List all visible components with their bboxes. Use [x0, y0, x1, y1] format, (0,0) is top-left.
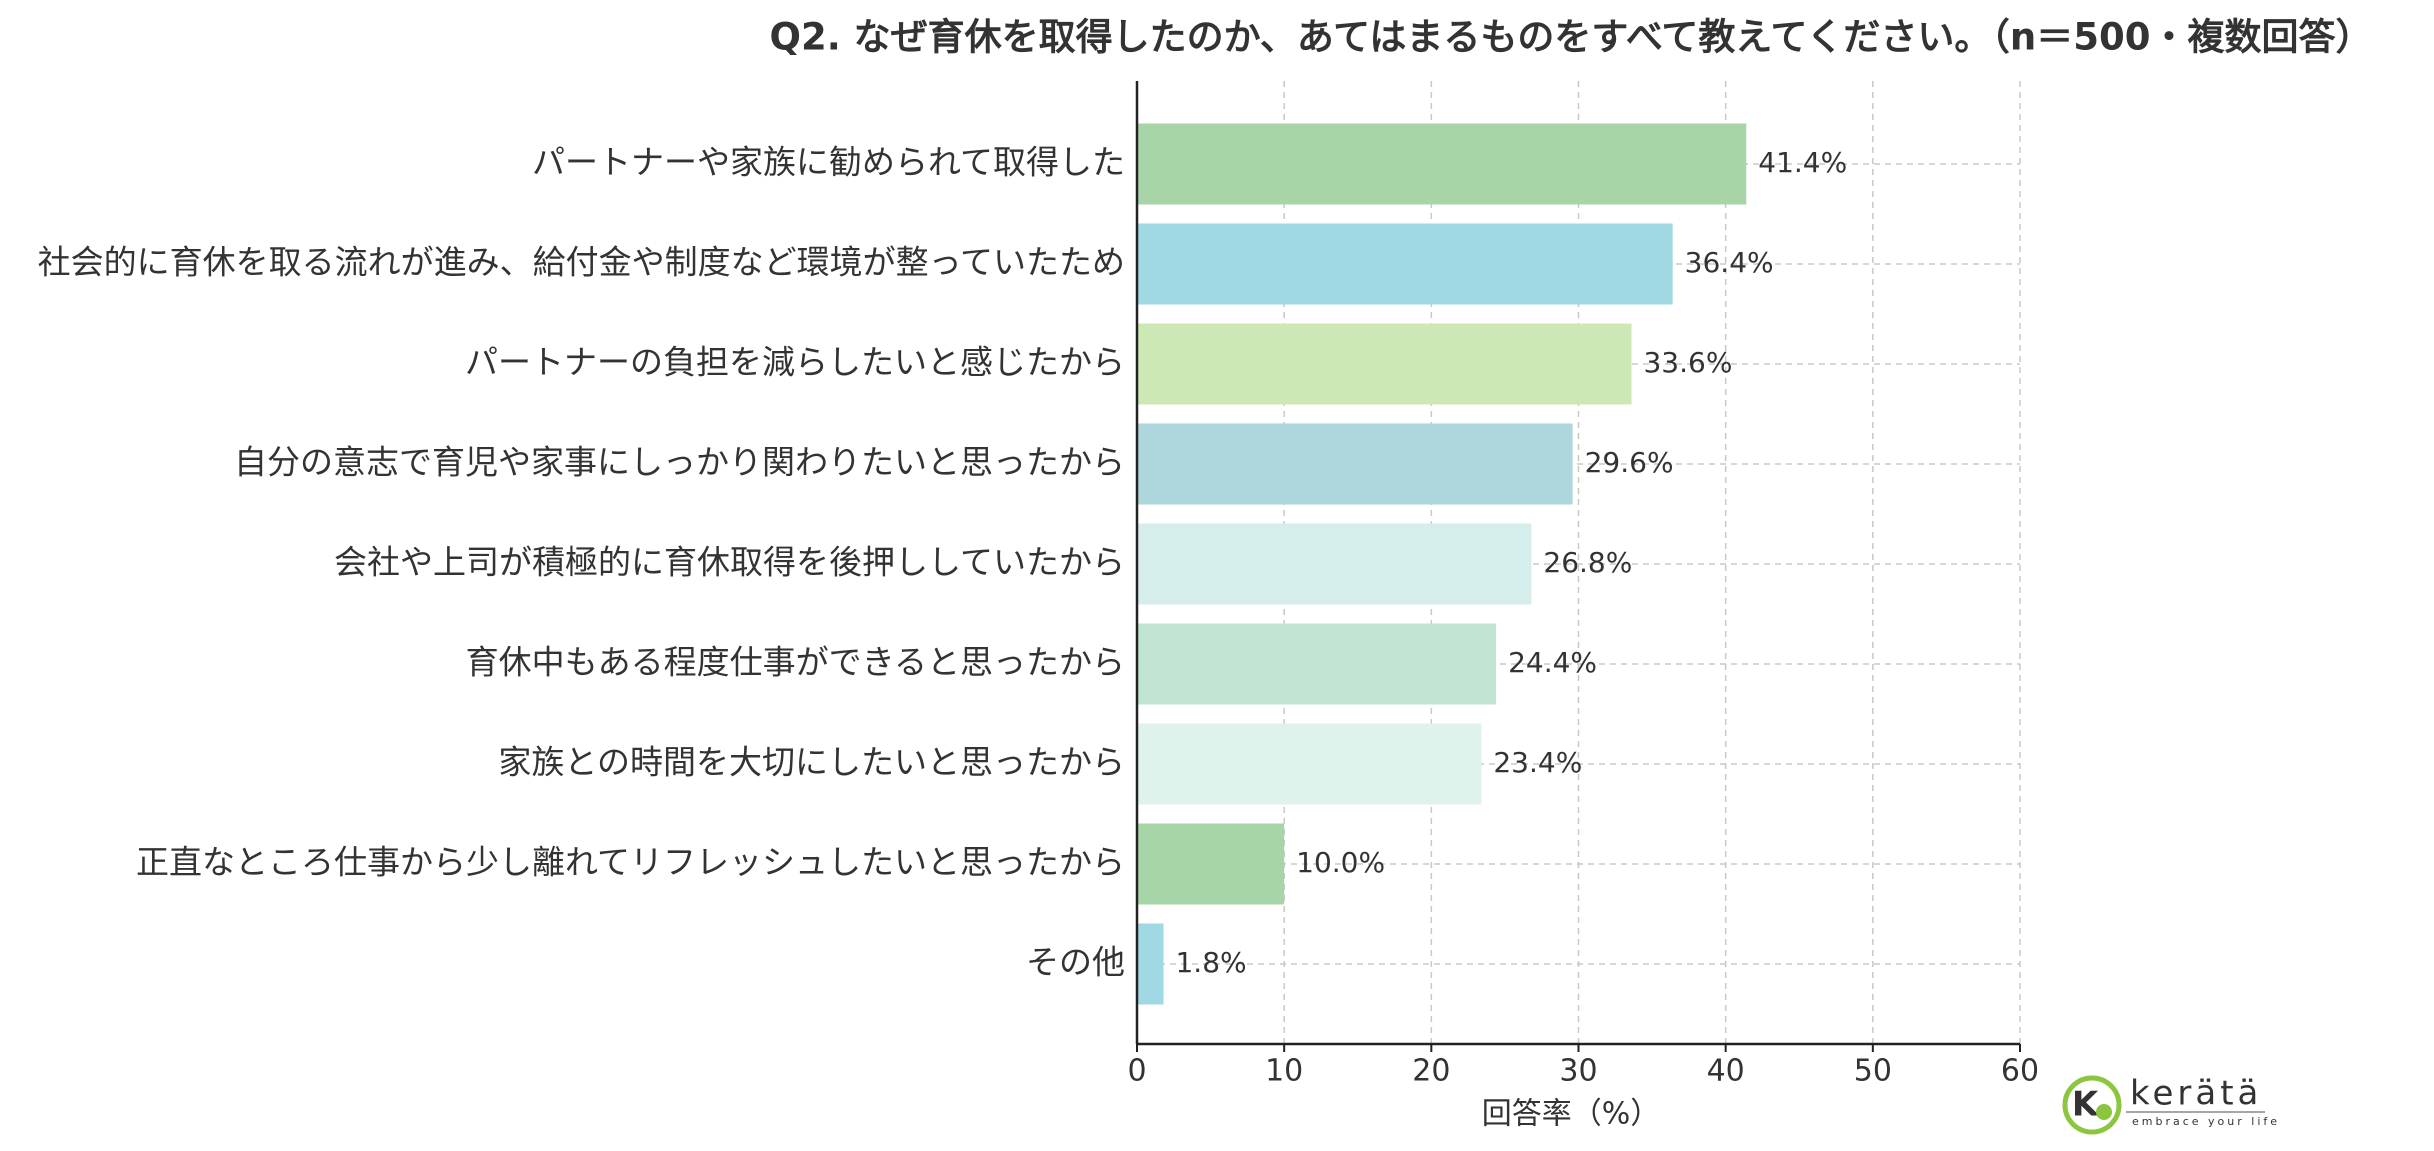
logo-k: K — [2072, 1085, 2100, 1125]
y-tick-label: 正直なところ仕事から少し離れてリフレッシュしたいと思ったから — [136, 843, 1125, 882]
y-tick-label: パートナーの負担を減らしたいと感じたから — [465, 343, 1125, 382]
chart-title: Q2. なぜ育休を取得したのか、あてはまるものをすべて教えてください。（n＝50… — [770, 16, 2373, 59]
value-label: 36.4% — [1685, 246, 1774, 279]
x-tick-label: 10 — [1265, 1054, 1303, 1089]
logo-icon — [2062, 1075, 2122, 1135]
value-label: 10.0% — [1296, 846, 1385, 879]
y-tick-label: パートナーや家族に勧められて取得した — [532, 143, 1125, 182]
value-label: 33.6% — [1643, 346, 1732, 379]
value-label: 24.4% — [1508, 646, 1597, 679]
bar — [1137, 523, 1532, 605]
logo: K kerätä embrace your life — [2062, 1074, 2280, 1135]
bar — [1137, 923, 1164, 1005]
y-tick-label: 社会的に育休を取る流れが進み、給付金や制度など環境が整っていたため — [38, 243, 1125, 282]
x-tick-label: 40 — [1707, 1054, 1745, 1089]
y-tick-label: 自分の意志で育児や家事にしっかり関わりたいと思ったから — [234, 443, 1125, 482]
bar — [1137, 223, 1673, 305]
logo-leaf — [2096, 1104, 2112, 1120]
y-tick-label: 家族との時間を大切にしたいと思ったから — [498, 743, 1125, 782]
value-label: 29.6% — [1585, 446, 1674, 479]
x-tick-label: 60 — [2001, 1054, 2039, 1089]
bar — [1137, 423, 1573, 505]
x-tick-label: 0 — [1127, 1054, 1146, 1089]
bar — [1137, 723, 1482, 805]
value-label: 23.4% — [1493, 746, 1582, 779]
bar — [1137, 823, 1285, 905]
value-label: 1.8% — [1175, 946, 1246, 979]
x-axis-label: 回答率（%） — [1482, 1097, 1661, 1132]
y-tick-label: その他 — [1026, 943, 1125, 982]
y-tick-label: 育休中もある程度仕事ができると思ったから — [466, 643, 1125, 682]
value-label: 41.4% — [1758, 146, 1847, 179]
x-tick-label: 20 — [1412, 1054, 1450, 1089]
value-label: 26.8% — [1543, 546, 1632, 579]
bar — [1137, 123, 1747, 205]
x-tick-label: 30 — [1559, 1054, 1597, 1089]
logo-tagline: embrace your life — [2132, 1115, 2280, 1128]
y-tick-label: 会社や上司が積極的に育休取得を後押ししていたから — [334, 543, 1125, 582]
bar — [1137, 323, 1632, 405]
bar — [1137, 623, 1497, 705]
logo-name: kerätä — [2130, 1074, 2262, 1114]
x-tick-label: 50 — [1854, 1054, 1892, 1089]
